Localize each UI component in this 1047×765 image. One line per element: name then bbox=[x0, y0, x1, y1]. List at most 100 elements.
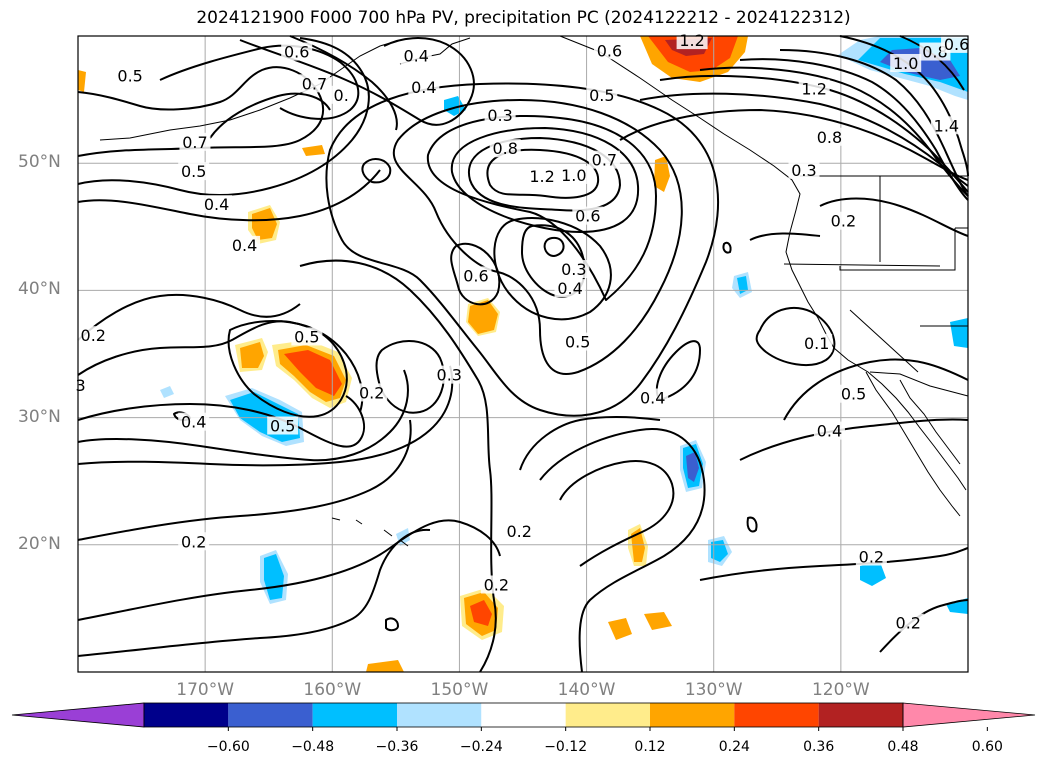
contour-label: 0.3 bbox=[487, 106, 512, 125]
precip-patch bbox=[608, 618, 632, 640]
contour-label: 1.2 bbox=[801, 79, 826, 98]
precip-patch bbox=[444, 96, 466, 116]
pv-contour bbox=[325, 82, 719, 417]
contour-label-background bbox=[813, 421, 845, 440]
precip-patch bbox=[470, 600, 492, 626]
contour-label-background bbox=[400, 46, 432, 65]
pv-contour bbox=[739, 58, 969, 201]
pv-contour bbox=[77, 528, 431, 657]
coastline-north-america bbox=[559, 35, 967, 491]
contour-label-background bbox=[484, 106, 516, 125]
colorbar-tick-label: −0.36 bbox=[375, 739, 419, 755]
contour-label: 0.3 bbox=[437, 366, 462, 385]
contour-label-background bbox=[291, 327, 323, 346]
coastlines bbox=[99, 35, 969, 547]
contour-label: 0.2 bbox=[181, 532, 206, 551]
contour-label: 0.4 bbox=[817, 422, 842, 441]
contour-label: 0.7 bbox=[182, 133, 207, 152]
contour-label: 0.7 bbox=[302, 74, 327, 93]
pv-contour bbox=[722, 241, 732, 254]
contour-label-background bbox=[114, 66, 146, 85]
contour-label-background bbox=[489, 139, 521, 158]
contour-label: 0.5 bbox=[117, 67, 142, 86]
contour-label-background bbox=[855, 547, 887, 566]
colorbar bbox=[11, 702, 1036, 731]
pv-contour bbox=[739, 418, 969, 461]
contour-label: 0.6 bbox=[284, 43, 309, 62]
precip-patch bbox=[240, 342, 264, 368]
contour-label-background bbox=[586, 85, 618, 104]
longitude-tick-label: 120°W bbox=[811, 680, 870, 700]
pv-contour bbox=[655, 340, 701, 401]
precip-patch bbox=[284, 350, 342, 396]
colorbar-tick-label: −0.24 bbox=[459, 739, 503, 755]
pv-contour bbox=[543, 236, 565, 257]
pv-contour bbox=[783, 358, 969, 421]
contour-label-background bbox=[788, 160, 820, 179]
contour-label: 0.4 bbox=[403, 46, 428, 65]
precip-patch bbox=[644, 612, 672, 630]
contour-label-background bbox=[558, 260, 590, 279]
contour-label-background bbox=[562, 332, 594, 351]
pv-contour bbox=[77, 419, 412, 541]
contour-label-background bbox=[77, 326, 109, 345]
contour-label-background bbox=[801, 333, 833, 352]
contour-label: 0.5 bbox=[589, 86, 614, 105]
contour-label: 0.5 bbox=[181, 162, 206, 181]
pv-contour bbox=[77, 293, 301, 341]
pv-contour bbox=[227, 320, 348, 418]
colorbar-segment bbox=[734, 703, 819, 727]
precip-patch bbox=[686, 452, 699, 482]
contour-label-background bbox=[572, 206, 604, 225]
contour-label: 0.6 bbox=[463, 266, 488, 285]
contour-label-background bbox=[526, 167, 558, 186]
contour-label: 0.2 bbox=[831, 212, 856, 231]
pv-contour bbox=[289, 35, 398, 131]
pv-contour bbox=[375, 339, 445, 414]
contour-label: 0.2 bbox=[484, 576, 509, 595]
contour-label: 0.4 bbox=[640, 389, 665, 408]
contour-label: 0.8 bbox=[817, 128, 842, 147]
colorbar-segment bbox=[397, 703, 482, 727]
colorbar-tick-label: −0.60 bbox=[206, 739, 250, 755]
contour-label: 1.2 bbox=[529, 167, 554, 186]
colorbar-segment bbox=[481, 703, 566, 727]
contour-label: 1.2 bbox=[679, 31, 704, 50]
contour-label: 0. bbox=[334, 86, 349, 105]
latitude-tick-label: 40°N bbox=[18, 279, 61, 300]
contour-label-background bbox=[433, 365, 465, 384]
pv-contour bbox=[77, 369, 409, 462]
contour-label: 0.6 bbox=[575, 207, 600, 226]
contour-label: 0.4 bbox=[204, 195, 229, 214]
pv-contour bbox=[755, 307, 836, 367]
precip-patch bbox=[366, 660, 404, 672]
colorbar-tick-label: −0.48 bbox=[291, 739, 335, 755]
longitude-tick-label: 130°W bbox=[684, 680, 743, 700]
contour-label-background bbox=[892, 613, 924, 632]
map-title: 2024121900 F000 700 hPa PV, precipitatio… bbox=[196, 8, 851, 28]
pv-contour bbox=[493, 217, 612, 321]
contour-label: 0.5 bbox=[565, 333, 590, 352]
contour-label-background bbox=[930, 116, 962, 135]
colorbar-frame bbox=[143, 702, 904, 728]
colorbar-tick-label: 0.24 bbox=[718, 739, 750, 755]
contour-label-background bbox=[74, 375, 88, 394]
contour-label: 0.3 bbox=[561, 260, 586, 279]
contour-label: 3 bbox=[75, 376, 85, 395]
pv-contour bbox=[385, 617, 399, 632]
border-state-4 bbox=[849, 309, 919, 373]
pv-contour bbox=[619, 109, 969, 181]
map-frame bbox=[77, 35, 969, 673]
pv-contour bbox=[779, 49, 969, 197]
precip-patch bbox=[160, 386, 174, 398]
pv-contour bbox=[239, 37, 475, 126]
contour-label-background bbox=[890, 53, 922, 72]
latitude-tick-label: 50°N bbox=[18, 152, 61, 173]
contour-label-background bbox=[298, 74, 330, 93]
colorbar-tick-label: 0.48 bbox=[887, 739, 919, 755]
longitude-tick-label: 170°W bbox=[176, 680, 235, 700]
latitude-tick-label: 20°N bbox=[18, 533, 61, 554]
pv-contour bbox=[392, 99, 683, 375]
pv-contour bbox=[539, 428, 706, 673]
pv-contour bbox=[699, 66, 969, 197]
